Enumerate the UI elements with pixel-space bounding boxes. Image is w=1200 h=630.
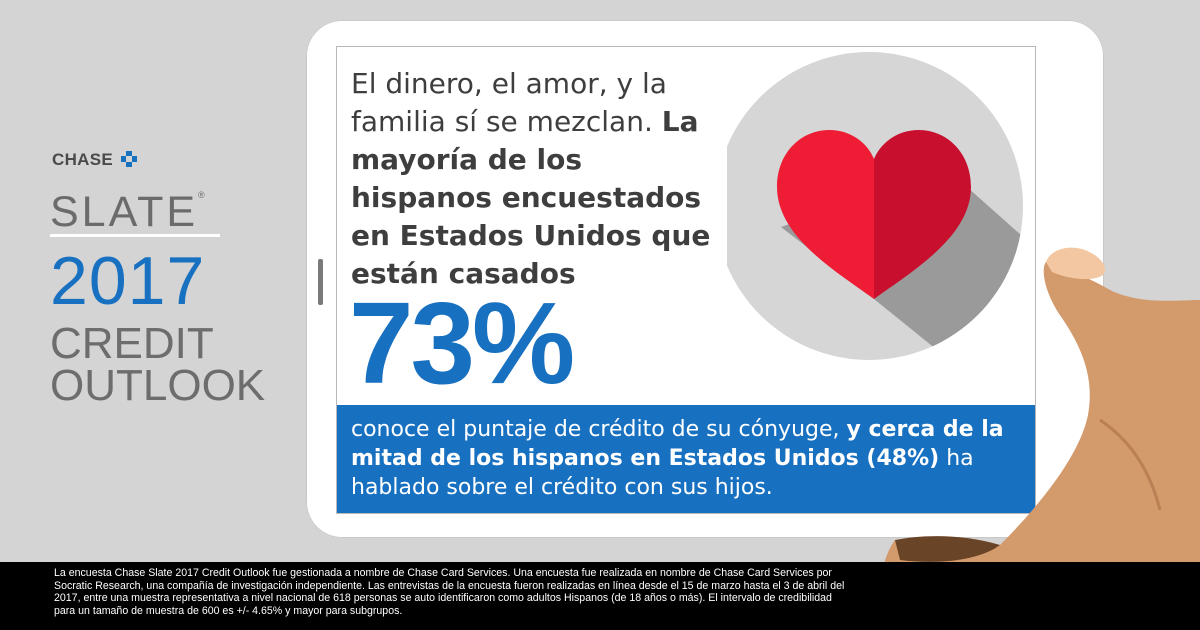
stat-value: 73% [349, 278, 575, 408]
chase-wordmark: CHASE [52, 150, 114, 169]
slate-wordmark: SLATE® [50, 172, 205, 235]
slate-text: SLATE [50, 188, 199, 236]
report-title-line2: OUTLOOK [50, 361, 266, 410]
brand-divider [50, 234, 220, 237]
chase-logo: CHASE [52, 150, 138, 170]
report-year: 2017 [50, 243, 206, 319]
description-plain-2: ha hablado sobre el crédito con sus hijo… [351, 446, 974, 500]
stat-description: conoce el puntaje de crédito de su cónyu… [351, 415, 1021, 502]
disclaimer-footer: La encuesta Chase Slate 2017 Credit Outl… [0, 562, 1200, 630]
description-bold: y cerca de la mitad de los hispanos en E… [351, 417, 1004, 471]
description-plain-1: conoce el puntaje de crédito de su cónyu… [351, 417, 840, 442]
tablet-screen: El dinero, el amor, y la familia sí se m… [336, 46, 1036, 514]
chase-octagon-icon [121, 151, 138, 167]
headline-plain: El dinero, el amor, y la familia sí se m… [351, 67, 667, 138]
tablet-home-button [318, 259, 323, 305]
disclaimer-text: La encuesta Chase Slate 2017 Credit Outl… [54, 567, 845, 617]
stat-description-band: conoce el puntaje de crédito de su cónyu… [337, 405, 1035, 513]
heart-icon [727, 52, 1023, 360]
report-title-line1: CREDIT [50, 319, 214, 368]
headline-bold: La mayoría de los hispanos encuestados e… [351, 105, 711, 290]
headline: El dinero, el amor, y la familia sí se m… [351, 65, 711, 293]
registered-mark: ® [198, 190, 205, 200]
